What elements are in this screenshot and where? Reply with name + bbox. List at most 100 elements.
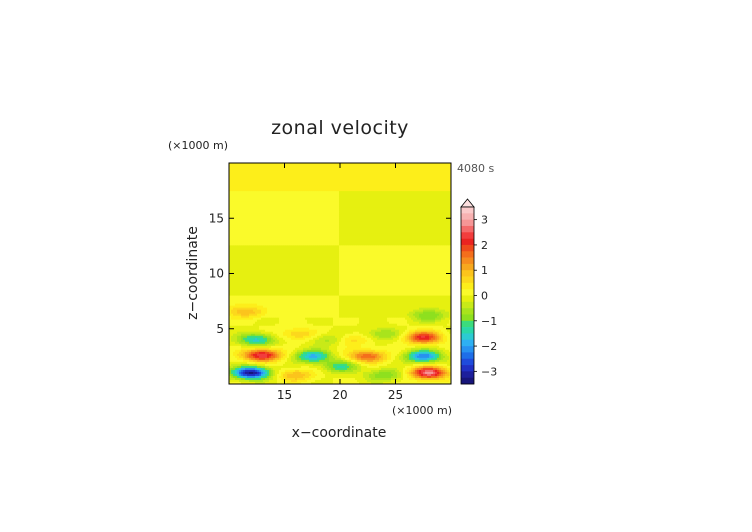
- field-cell: [291, 235, 294, 238]
- field-cell: [311, 243, 314, 246]
- field-cell: [445, 179, 448, 182]
- field-cell: [413, 249, 416, 252]
- field-cell: [281, 225, 284, 228]
- field-cell: [373, 245, 376, 248]
- field-cell: [271, 169, 274, 172]
- field-cell: [369, 181, 372, 184]
- field-cell: [255, 171, 258, 174]
- field-cell: [263, 227, 266, 230]
- field-cell: [411, 221, 414, 224]
- field-cell: [297, 165, 300, 168]
- field-cell: [303, 167, 306, 170]
- field-cell: [389, 231, 392, 234]
- field-cell: [271, 163, 274, 166]
- field-cell: [395, 195, 398, 198]
- field-cell: [263, 245, 266, 248]
- field-cell: [387, 205, 390, 208]
- field-cell: [287, 215, 290, 218]
- field-cell: [271, 193, 274, 196]
- field-cell: [291, 209, 294, 212]
- field-cell: [415, 173, 418, 176]
- field-cell: [335, 217, 338, 220]
- field-cell: [397, 229, 400, 232]
- field-cell: [415, 193, 418, 196]
- field-cell: [303, 247, 306, 250]
- field-cell: [271, 231, 274, 234]
- field-cell: [273, 183, 276, 186]
- field-cell: [379, 243, 382, 246]
- field-cell: [229, 189, 232, 192]
- field-cell: [265, 195, 268, 198]
- field-cell: [351, 181, 354, 184]
- field-cell: [253, 231, 256, 234]
- field-cell: [395, 179, 398, 182]
- field-cell: [261, 181, 264, 184]
- field-cell: [261, 191, 264, 194]
- field-cell: [263, 167, 266, 170]
- field-cell: [323, 239, 326, 242]
- field-cell: [421, 169, 424, 172]
- field-cell: [383, 187, 386, 190]
- field-cell: [353, 189, 356, 192]
- field-cell: [247, 181, 250, 184]
- field-cell: [289, 231, 292, 234]
- field-cell: [339, 175, 342, 178]
- field-cell: [335, 173, 338, 176]
- field-cell: [427, 187, 430, 190]
- field-cell: [263, 197, 266, 200]
- field-cell: [341, 163, 344, 166]
- field-cell: [349, 231, 352, 234]
- field-cell: [355, 219, 358, 222]
- field-cell: [343, 249, 346, 252]
- field-cell: [303, 211, 306, 214]
- field-cell: [319, 201, 322, 204]
- field-cell: [441, 227, 444, 230]
- field-cell: [385, 193, 388, 196]
- field-cell: [449, 189, 451, 192]
- field-cell: [255, 217, 258, 220]
- field-cell: [315, 191, 318, 194]
- field-cell: [305, 171, 308, 174]
- field-cell: [355, 177, 358, 180]
- field-cell: [329, 215, 332, 218]
- field-cell: [301, 225, 304, 228]
- field-cell: [407, 239, 410, 242]
- field-cell: [235, 219, 238, 222]
- field-cell: [421, 185, 424, 188]
- field-cell: [401, 225, 404, 228]
- field-cell: [315, 175, 318, 178]
- field-cell: [273, 209, 276, 212]
- field-cell: [327, 221, 330, 224]
- field-cell: [291, 191, 294, 194]
- field-cell: [289, 217, 292, 220]
- field-cell: [295, 183, 298, 186]
- field-cell: [257, 179, 260, 182]
- field-cell: [317, 171, 320, 174]
- field-cell: [427, 199, 430, 202]
- field-cell: [365, 235, 368, 238]
- field-cell: [443, 243, 446, 246]
- field-cell: [275, 239, 278, 242]
- field-cell: [245, 199, 248, 202]
- field-cell: [389, 175, 392, 178]
- field-cell: [341, 181, 344, 184]
- field-cell: [317, 217, 320, 220]
- field-cell: [239, 191, 242, 194]
- field-cell: [269, 211, 272, 214]
- field-cell: [269, 199, 272, 202]
- field-cell: [393, 169, 396, 172]
- field-cell: [439, 165, 442, 168]
- field-cell: [349, 197, 352, 200]
- field-cell: [309, 251, 312, 254]
- field-cell: [331, 189, 334, 192]
- field-cell: [267, 221, 270, 224]
- field-cell: [375, 163, 378, 166]
- field-cell: [383, 179, 386, 182]
- field-cell: [443, 235, 446, 238]
- field-cell: [315, 251, 318, 254]
- field-cell: [283, 169, 286, 172]
- field-cell: [425, 177, 428, 180]
- field-cell: [369, 171, 372, 174]
- field-cell: [251, 235, 254, 238]
- field-cell: [277, 235, 280, 238]
